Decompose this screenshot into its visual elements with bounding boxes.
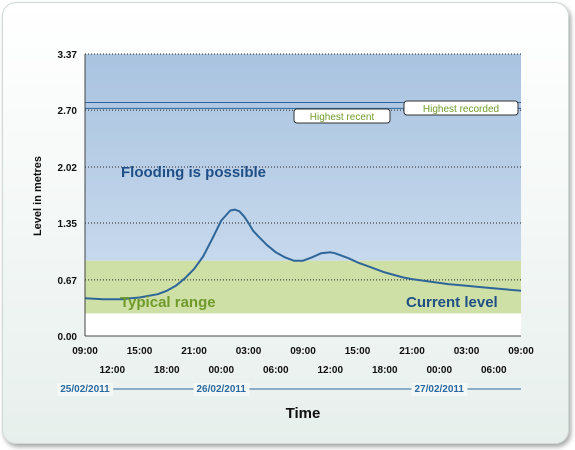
series-layer <box>84 208 522 301</box>
flooding-label: Flooding is possible <box>121 164 266 181</box>
x-tick-label: 09:00 <box>508 346 534 357</box>
x-tick-label: 18:00 <box>154 365 180 376</box>
x-tick-label: 18:00 <box>372 365 398 376</box>
typical-range-band <box>85 260 521 314</box>
x-tick-label: 15:00 <box>127 346 153 357</box>
highest-recent-tag: Highest recent <box>293 108 391 124</box>
x-tick-label: 12:00 <box>99 365 125 376</box>
x-tick-label: 21:00 <box>399 346 425 357</box>
x-tick-label: 03:00 <box>236 346 262 357</box>
range-bands <box>85 54 521 336</box>
x-tick-label: 15:00 <box>345 346 371 357</box>
flood-band <box>85 54 521 261</box>
date-label: 27/02/2011 <box>415 384 465 395</box>
x-axis-title: Time <box>286 405 321 422</box>
y-axis-title: Level in metres <box>32 156 44 236</box>
current-level-label: Current level <box>406 294 498 311</box>
current-level-line <box>84 208 522 301</box>
typical-range-label: Typical range <box>120 294 216 311</box>
x-tick-label: 09:00 <box>72 346 98 357</box>
date-label: 25/02/2011 <box>60 384 110 395</box>
x-tick-label: 03:00 <box>454 346 480 357</box>
x-tick-label: 12:00 <box>317 365 343 376</box>
y-tick-label: 2.70 <box>58 106 78 117</box>
y-tick-label: 3.37 <box>58 50 78 61</box>
x-tick-label: 09:00 <box>290 346 316 357</box>
x-tick-label: 06:00 <box>263 365 289 376</box>
date-label: 26/02/2011 <box>197 384 247 395</box>
y-tick-label: 2.02 <box>58 163 78 174</box>
x-tick-label: 00:00 <box>426 365 452 376</box>
y-tick-label: 1.35 <box>58 219 78 230</box>
x-tick-label: 06:00 <box>481 365 507 376</box>
highest-recent-label: Highest recent <box>310 112 375 123</box>
y-tick-label: 0.00 <box>58 332 78 343</box>
highest-recorded-tag: Highest recorded <box>403 100 519 116</box>
x-tick-label: 00:00 <box>208 365 234 376</box>
highest-recorded-label: Highest recorded <box>423 104 499 115</box>
x-tick-label: 21:00 <box>181 346 207 357</box>
y-tick-label: 0.67 <box>58 276 78 287</box>
